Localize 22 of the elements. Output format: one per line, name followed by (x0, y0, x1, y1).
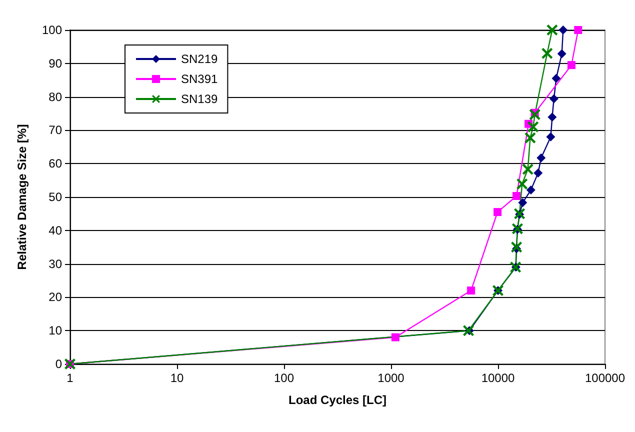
y-tick-label: 60 (48, 156, 62, 171)
legend-label: SN219 (181, 52, 218, 66)
y-tick-label: 80 (48, 90, 62, 104)
x-tick-label: 100 (274, 371, 294, 385)
legend-label: SN391 (181, 72, 218, 86)
y-tick-label: 0 (55, 357, 62, 371)
y-tick-label: 10 (48, 324, 62, 338)
x-axis-title: Load Cycles [LC] (288, 393, 387, 407)
legend-label: SN139 (181, 92, 218, 106)
x-tick-label: 1 (66, 371, 74, 385)
y-tick-label: 70 (48, 123, 62, 138)
y-tick-label: 100 (42, 23, 62, 37)
x-tick-label: 100000 (584, 371, 626, 385)
x-tick-label: 1000 (378, 371, 405, 385)
y-tick-label: 30 (48, 256, 62, 271)
y-tick-label: 90 (48, 56, 62, 70)
y-tick-label: 50 (48, 190, 62, 204)
x-tick-label: 10 (170, 371, 184, 385)
y-tick-label: 40 (48, 223, 62, 238)
x-tick-label: 10000 (481, 371, 516, 385)
y-tick-label: 20 (48, 290, 62, 304)
y-axis-title: Relative Damage Size [%] (15, 124, 29, 270)
